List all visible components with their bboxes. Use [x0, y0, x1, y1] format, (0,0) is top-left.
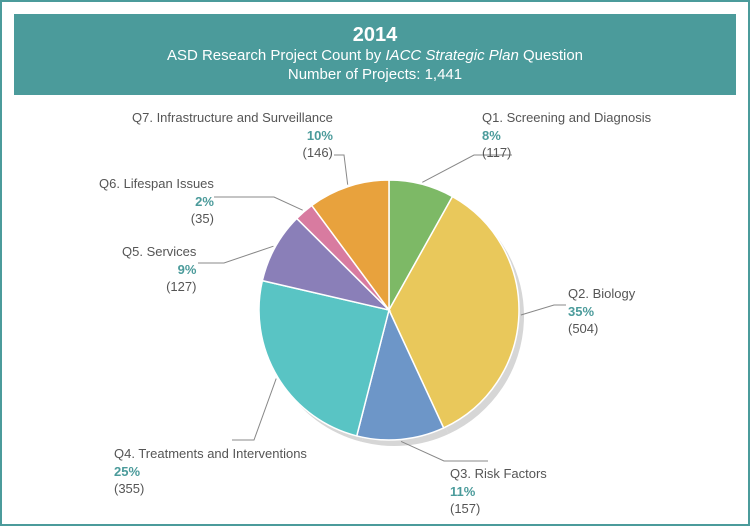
slice-label-pct: 9% — [122, 261, 196, 279]
slice-label-count: (117) — [482, 144, 651, 162]
subtitle-italic: IACC Strategic Plan — [385, 47, 518, 64]
slice-label-count: (146) — [132, 144, 333, 162]
slice-label-name: Q4. Treatments and Interventions — [114, 445, 307, 463]
slice-label-pct: 10% — [132, 127, 333, 145]
leader-line-q6 — [214, 197, 303, 210]
slice-label-q7: Q7. Infrastructure and Surveillance10%(1… — [132, 109, 333, 162]
slice-label-pct: 25% — [114, 463, 307, 481]
chart-frame: 2014 ASD Research Project Count by IACC … — [0, 0, 750, 526]
slice-label-q5: Q5. Services9%(127) — [122, 243, 196, 296]
slice-label-name: Q5. Services — [122, 243, 196, 261]
leader-line-q7 — [334, 155, 348, 185]
slice-label-pct: 2% — [99, 193, 214, 211]
leader-line-q2 — [521, 305, 566, 315]
leader-line-q4 — [232, 379, 276, 440]
slice-label-count: (35) — [99, 210, 214, 228]
slice-label-name: Q2. Biology — [568, 285, 635, 303]
pie-chart-area: Q1. Screening and Diagnosis8%(117) Q2. Bi… — [14, 95, 736, 515]
slice-label-pct: 11% — [450, 483, 547, 501]
slice-label-q6: Q6. Lifespan Issues2%(35) — [99, 175, 214, 228]
slice-label-q4: Q4. Treatments and Interventions25%(355) — [114, 445, 307, 498]
slice-label-count: (504) — [568, 320, 635, 338]
slice-label-name: Q3. Risk Factors — [450, 465, 547, 483]
subtitle-suffix: Question — [519, 47, 583, 64]
slice-label-q1: Q1. Screening and Diagnosis8%(117) — [482, 109, 651, 162]
slice-label-q2: Q2. Biology35%(504) — [568, 285, 635, 338]
slice-label-name: Q6. Lifespan Issues — [99, 175, 214, 193]
leader-line-q5 — [198, 246, 273, 263]
slice-label-name: Q7. Infrastructure and Surveillance — [132, 109, 333, 127]
header-projects: Number of Projects: 1,441 — [14, 66, 736, 83]
slice-label-pct: 35% — [568, 303, 635, 321]
header-subtitle: ASD Research Project Count by IACC Strat… — [14, 47, 736, 64]
chart-header: 2014 ASD Research Project Count by IACC … — [14, 14, 736, 95]
slice-label-name: Q1. Screening and Diagnosis — [482, 109, 651, 127]
slice-label-count: (127) — [122, 278, 196, 296]
slice-label-pct: 8% — [482, 127, 651, 145]
header-year: 2014 — [14, 24, 736, 47]
subtitle-prefix: ASD Research Project Count by — [167, 47, 385, 64]
slice-label-q3: Q3. Risk Factors11%(157) — [450, 465, 547, 518]
slice-label-count: (157) — [450, 500, 547, 518]
slice-label-count: (355) — [114, 480, 307, 498]
